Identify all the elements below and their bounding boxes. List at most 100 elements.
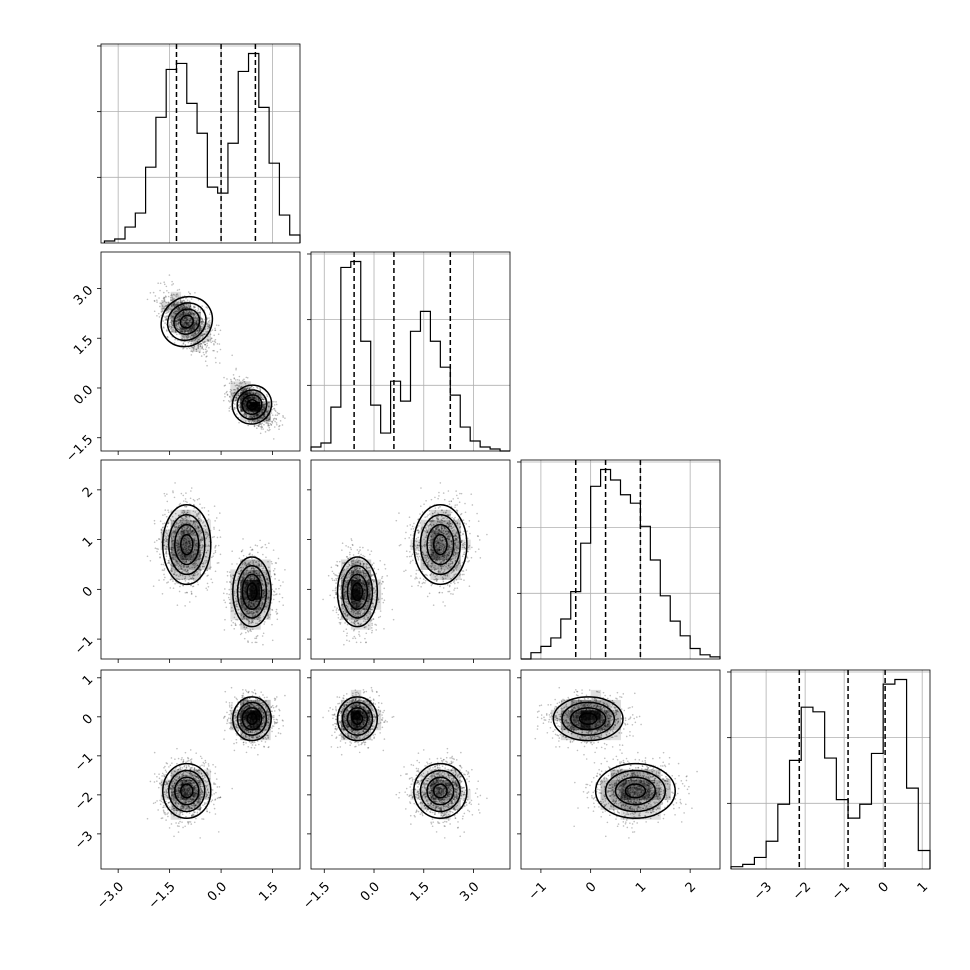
hist-step-3 (730, 678, 931, 869)
scatter-point (179, 330, 182, 333)
scatter-point (184, 320, 187, 323)
scatter-point (257, 398, 260, 400)
scatter-point (206, 355, 208, 357)
scatter-point (244, 400, 247, 402)
scatter-point (192, 346, 194, 349)
scatter-point (188, 310, 191, 313)
scatter-point (202, 335, 204, 337)
scatter-point (194, 338, 197, 341)
scatter-point (234, 403, 236, 405)
scatter-point (252, 415, 255, 418)
scatter-point (190, 327, 193, 330)
density-cell (260, 401, 271, 412)
scatter-point (180, 328, 183, 331)
scatter-point (178, 288, 181, 291)
scatter-point (240, 389, 242, 392)
scatter-point (252, 404, 255, 407)
scatter-point (156, 550, 158, 553)
scatter-point (227, 596, 230, 599)
scatter-point (248, 620, 251, 622)
scatter-point (208, 313, 211, 316)
hist-bar (228, 143, 238, 243)
scatter-point (275, 417, 277, 420)
hist-bar (450, 395, 460, 451)
scatter-point (192, 327, 195, 330)
scatter-point (191, 329, 193, 331)
scatter-point (249, 561, 252, 563)
scatter-point (192, 336, 195, 338)
scatter-point (240, 399, 243, 402)
scatter-point (182, 299, 185, 302)
scatter-point (275, 403, 278, 406)
scatter-point (197, 513, 200, 515)
scatter-point (165, 296, 167, 298)
scatter-point (274, 410, 277, 413)
scatter-point (274, 409, 276, 411)
scatter-point (242, 389, 245, 392)
scatter-point (232, 621, 235, 624)
scatter-point (257, 408, 260, 410)
scatter-point (251, 387, 253, 390)
scatter-point (188, 329, 191, 332)
scatter-point (263, 407, 265, 409)
scatter-point (260, 396, 263, 399)
scatter-point (172, 324, 174, 327)
scatter-point (170, 322, 173, 325)
scatter-point (267, 409, 269, 412)
scatter-point (196, 332, 199, 335)
scatter-point (158, 316, 161, 318)
scatter-point (190, 298, 193, 300)
scatter-point (239, 407, 242, 409)
scatter-point (175, 293, 178, 296)
scatter-point (185, 309, 188, 312)
scatter-point (185, 506, 187, 508)
scatter-point (230, 619, 233, 622)
scatter-point (163, 283, 166, 286)
scatter-point (167, 311, 170, 313)
scatter-point (174, 304, 176, 307)
scatter-point (189, 319, 192, 322)
scatter-point (245, 398, 248, 400)
scatter-point (172, 315, 175, 318)
scatter-point (252, 414, 254, 417)
scatter-point (248, 611, 251, 613)
scatter-point (258, 406, 260, 409)
scatter-point (222, 592, 225, 595)
scatter-point (246, 398, 248, 400)
scatter-point (197, 319, 200, 322)
scatter-point (181, 337, 183, 340)
scatter-point (185, 540, 188, 543)
scatter-point (237, 394, 240, 397)
scatter-point (182, 324, 185, 327)
scatter-point (182, 310, 185, 313)
scatter-point (258, 609, 261, 612)
scatter-point (252, 400, 254, 403)
scatter-point (256, 427, 258, 430)
scatter-point (192, 325, 194, 328)
scatter-point (200, 323, 203, 325)
scatter-point (258, 401, 261, 404)
scatter-point (178, 318, 181, 320)
scatter-point (193, 332, 196, 335)
scatter-point (170, 319, 173, 322)
scatter-point (249, 571, 252, 573)
scatter-point (228, 382, 231, 385)
scatter-point (239, 405, 242, 407)
scatter-point (245, 610, 248, 613)
scatter-point (263, 415, 266, 418)
scatter-point (200, 342, 202, 345)
scatter-point (182, 322, 184, 324)
scatter-point (254, 392, 257, 395)
scatter-point (255, 637, 258, 640)
scatter-point (246, 393, 248, 396)
scatter-point (249, 402, 251, 405)
scatter-point (212, 555, 214, 557)
scatter-point (229, 396, 231, 398)
scatter-point (252, 392, 255, 394)
scatter-point (216, 536, 219, 539)
scatter-point (182, 327, 184, 330)
hist-bar (778, 804, 790, 869)
scatter-point (185, 316, 188, 318)
scatter-point (268, 566, 270, 569)
scatter-point (252, 396, 255, 398)
